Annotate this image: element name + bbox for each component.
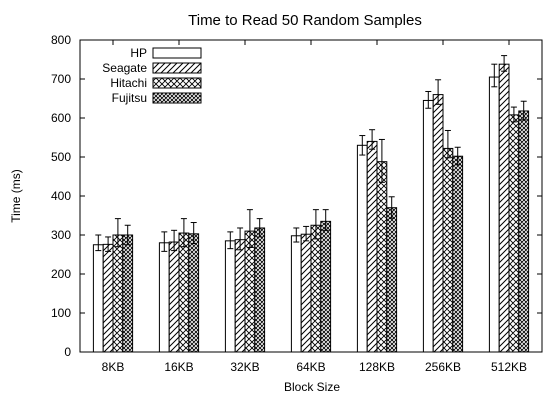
legend-label: Fujitsu <box>112 91 147 105</box>
x-tick-label: 512KB <box>491 360 527 374</box>
bar <box>376 161 388 353</box>
bar <box>158 242 170 353</box>
bar <box>244 230 256 353</box>
x-axis-label: Block Size <box>284 380 340 394</box>
bar <box>310 224 322 353</box>
y-tick-label: 100 <box>51 306 71 320</box>
plot-frame <box>79 39 543 353</box>
bar <box>488 76 500 353</box>
bar <box>442 147 454 353</box>
bar <box>178 232 190 353</box>
bar <box>452 155 464 353</box>
bar <box>102 243 114 353</box>
bar <box>112 234 124 353</box>
x-tick-label: 8KB <box>102 360 125 374</box>
bar <box>366 140 378 353</box>
bar <box>356 144 368 353</box>
legend-swatch <box>152 92 202 104</box>
bar <box>422 99 434 353</box>
x-tick-label: 256KB <box>425 360 461 374</box>
y-axis-label: Time (ms) <box>9 169 23 223</box>
y-tick-label: 0 <box>64 345 71 359</box>
legend-label: HP <box>130 46 147 60</box>
x-tick-label: 128KB <box>359 360 395 374</box>
bar <box>92 244 104 353</box>
legend-label: Seagate <box>102 61 147 75</box>
x-tick-label: 64KB <box>296 360 325 374</box>
bar <box>168 241 180 353</box>
y-tick-label: 700 <box>51 72 71 86</box>
bar <box>122 234 134 353</box>
bar <box>498 63 510 353</box>
bar <box>508 114 520 353</box>
bars: 8KB 16KB 32KB 64KB 128KB 256KB 512KB <box>92 40 530 374</box>
y-tick-label: 400 <box>51 189 71 203</box>
bar <box>224 240 236 353</box>
x-tick-label: 16KB <box>164 360 193 374</box>
legend-swatch <box>152 62 202 74</box>
y-tick-label: 500 <box>51 150 71 164</box>
axis-ticks: 0 100 200 300 400 500 600 700 800 <box>51 33 542 359</box>
y-tick-label: 300 <box>51 228 71 242</box>
bar <box>254 227 266 353</box>
x-tick-label: 32KB <box>230 360 259 374</box>
y-tick-label: 200 <box>51 267 71 281</box>
legend-label: Hitachi <box>110 76 147 90</box>
bar <box>432 94 444 353</box>
bar <box>188 233 200 353</box>
y-tick-label: 600 <box>51 111 71 125</box>
y-tick-label: 800 <box>51 33 71 47</box>
chart-title: Time to Read 50 Random Samples <box>188 12 422 29</box>
legend-swatch <box>152 77 202 89</box>
bar <box>320 220 332 353</box>
legend-swatch <box>152 47 202 59</box>
bar <box>518 110 530 353</box>
bar <box>234 239 246 353</box>
bar <box>290 235 302 353</box>
bar <box>386 207 398 353</box>
bar <box>300 233 312 353</box>
